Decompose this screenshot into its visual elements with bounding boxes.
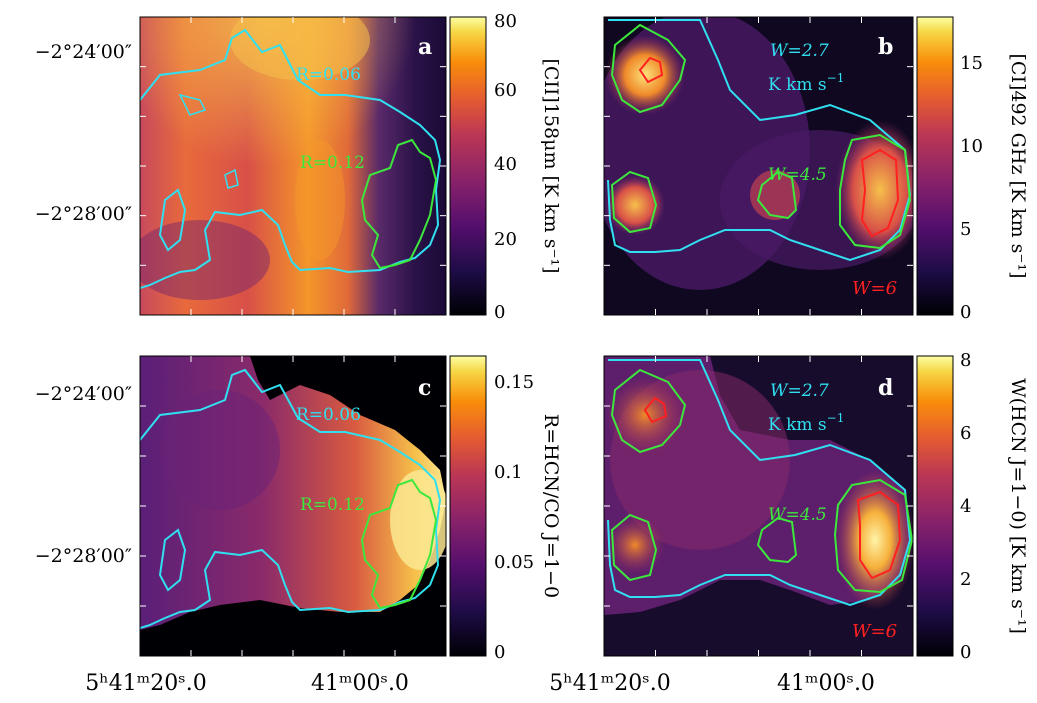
panel-a-map (140, 17, 446, 315)
colorbar-d-label: W(HCN J=1−0) [K km s⁻¹] (1007, 378, 1029, 634)
colorbar-c-tick-005: 0.05 (494, 552, 534, 573)
colorbar-b-tick-0: 0 (960, 302, 971, 323)
panel-b-w27-label: W=2.7 (770, 41, 829, 61)
colorbar-d-tick-6: 6 (960, 423, 971, 444)
panel-a-contour-label-2: R=0.12 (300, 153, 365, 173)
panel-a: a R=0.06 R=0.12 80 60 40 20 0 [CII]158μm… (35, 11, 562, 323)
colorbar-a-label: [CII]158μm [K km s⁻¹] (540, 58, 562, 273)
panel-c-map (140, 356, 446, 656)
contour-w6-d-2 (856, 490, 902, 580)
contour-w6-b-1 (638, 56, 664, 84)
panel-d-unit-label: K km s−1 (768, 411, 844, 435)
axis-tick-marks (140, 17, 913, 656)
panel-b-unit-label: K km s−1 (768, 71, 844, 95)
contour-w6-d-1 (643, 396, 668, 424)
panel-b-w6-label: W=6 (852, 278, 897, 299)
panel-d-map (604, 356, 913, 656)
panel-c-label: c (418, 375, 431, 401)
colorbar-c-label: R=HCN/CO J=1−0 (540, 414, 562, 598)
contour-r006-c (140, 368, 442, 629)
colorbar-a-tick-60: 60 (494, 80, 517, 101)
panel-b: b W=2.7 K km s−1 W=4.5 W=6 15 10 5 0 [CI… (603, 16, 1029, 323)
contour-w45-b-2 (839, 133, 912, 250)
colorbar-d-tick-8: 8 (960, 350, 971, 371)
panel-a-label: a (418, 34, 432, 60)
colorbar-c-tick-015: 0.15 (494, 372, 534, 393)
colorbar-a-tick-40: 40 (494, 154, 517, 175)
panel-c-ytick-2: −2°28′00″ (35, 545, 132, 567)
panel-b-map (604, 17, 913, 315)
colorbar-d-tick-0: 0 (960, 642, 971, 663)
contour-w45-b-1 (610, 23, 687, 114)
panel-d-xtick-1: 5ʰ41ᵐ20ˢ.0 (549, 671, 670, 696)
colorbar-d (916, 355, 954, 657)
colorbar-a-tick-0: 0 (494, 302, 505, 323)
panel-d-xtick-2: 41ᵐ00ˢ.0 (777, 671, 875, 696)
contour-w27-d (607, 359, 912, 607)
panel-c: c R=0.06 R=0.12 0.15 0.1 0.05 0 R=HCN/CO… (35, 355, 562, 696)
panel-c-contour-label-2: R=0.12 (300, 495, 365, 515)
contour-w6-b-2 (860, 148, 900, 238)
panel-d-w6-label: W=6 (852, 621, 897, 642)
colorbar-c (449, 355, 487, 657)
panel-c-xtick-1: 5ʰ41ᵐ20ˢ.0 (85, 671, 206, 696)
colorbar-b-tick-10: 10 (960, 136, 983, 157)
panel-d-w45-label: W=4.5 (768, 505, 827, 525)
colorbar-d-tick-4: 4 (960, 496, 971, 517)
panel-d-label: d (878, 375, 893, 401)
colorbar-d-tick-2: 2 (960, 569, 971, 590)
colorbar-c-tick-01: 0.1 (494, 462, 523, 483)
panel-c-xtick-2: 41ᵐ00ˢ.0 (311, 671, 409, 696)
panel-d: d W=2.7 K km s−1 W=4.5 W=6 8 6 4 2 0 W(H… (549, 350, 1029, 696)
colorbar-b-tick-5: 5 (960, 219, 971, 240)
panel-a-ytick-1: −2°24′00″ (35, 41, 132, 63)
panel-b-label: b (878, 34, 893, 60)
contour-w45-d-2 (833, 478, 913, 594)
panel-c-contour-label-1: R=0.06 (296, 405, 361, 425)
colorbar-a-tick-80: 80 (494, 11, 517, 32)
panel-c-ytick-1: −2°24′00″ (35, 383, 132, 405)
panel-b-w45-label: W=4.5 (768, 165, 827, 185)
panel-a-contour-label-1: R=0.06 (296, 65, 361, 85)
colorbar-b (916, 16, 954, 316)
contour-r012-c (360, 478, 438, 610)
colorbar-b-tick-15: 15 (960, 53, 983, 74)
colorbar-c-tick-0: 0 (494, 642, 505, 663)
contour-r006 (140, 28, 442, 289)
panel-a-ytick-2: −2°28′00″ (35, 203, 132, 225)
panel-d-w27-label: W=2.7 (770, 381, 829, 401)
colorbar-a-tick-20: 20 (494, 229, 517, 250)
colorbar-a (449, 16, 487, 316)
contour-w27-b (607, 19, 912, 262)
colorbar-b-label: [CI]492 GHz [K km s⁻¹] (1007, 54, 1029, 279)
contour-r012 (360, 138, 438, 270)
contour-w45-d-1 (610, 368, 687, 454)
